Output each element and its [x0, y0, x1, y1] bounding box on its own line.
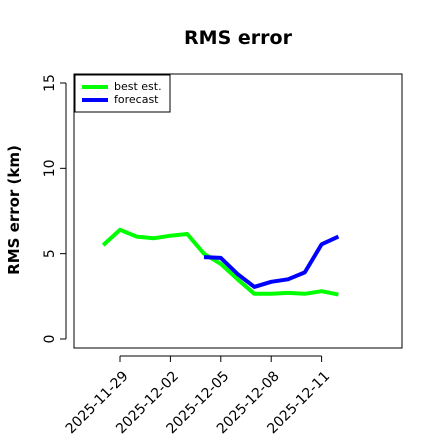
series-layer	[101, 227, 340, 297]
series-line-forecast	[203, 234, 340, 289]
legend-label: forecast	[114, 93, 159, 106]
y-axis-label: RMS error (km)	[5, 145, 23, 275]
x-axis: 2025-11-292025-12-022025-12-052025-12-08…	[63, 355, 333, 437]
y-tick-label: 0	[42, 335, 58, 344]
y-tick-label: 5	[42, 249, 58, 258]
legend-label: best est.	[114, 80, 162, 93]
y-tick-label: 10	[42, 159, 58, 177]
legend-box	[74, 74, 171, 113]
y-axis: 0 5 10 15	[42, 74, 67, 344]
plot-frame	[73, 73, 403, 349]
chart-title: RMS error	[184, 27, 293, 49]
y-tick-label: 15	[42, 74, 58, 92]
legend: best est.forecast	[74, 74, 171, 113]
series-line-best-est	[101, 227, 339, 297]
